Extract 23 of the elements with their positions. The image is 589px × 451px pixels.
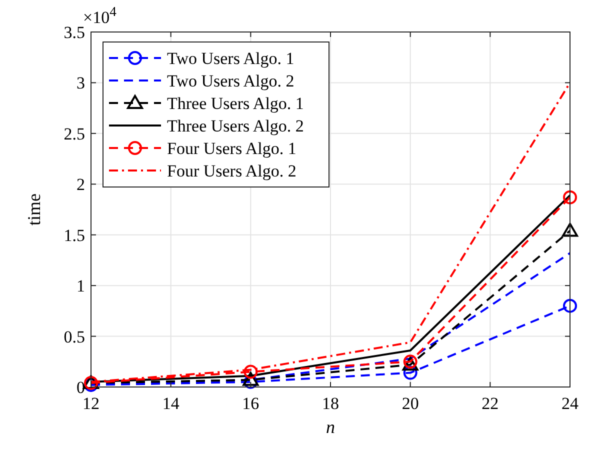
legend-label: Two Users Algo. 2	[167, 72, 294, 90]
x-tick-label: 24	[562, 394, 579, 413]
x-tick-label: 14	[162, 394, 180, 413]
legend-label: Two Users Algo. 1	[167, 49, 294, 68]
y-tick-label: 3	[76, 74, 85, 93]
y-tick-label: 1	[76, 276, 85, 296]
legend-label: Three Users Algo. 2	[167, 116, 304, 136]
x-tick-label: 12	[82, 394, 100, 413]
legend-label: Four Users Algo. 2	[167, 162, 296, 180]
x-tick-label: 16	[242, 394, 260, 413]
legend-label: Four Users Algo. 1	[167, 139, 296, 158]
x-tick-label: 20	[402, 394, 419, 413]
y-tick-label: 2.5	[64, 124, 85, 144]
x-axis-title: n	[326, 417, 335, 437]
legend-label: Three Users Algo. 1	[167, 94, 304, 113]
text: ×10$^{4}$	[83, 4, 117, 27]
x-tick-label: 22	[482, 394, 499, 413]
y-axis-title: time	[24, 193, 44, 226]
x-tick-label: 18	[322, 394, 339, 413]
y-tick-label: 1.5	[64, 226, 85, 245]
y-tick-label: 2	[76, 175, 85, 194]
y-tick-label: 0.5	[64, 327, 85, 346]
y-tick-label: 3.5	[64, 23, 85, 42]
